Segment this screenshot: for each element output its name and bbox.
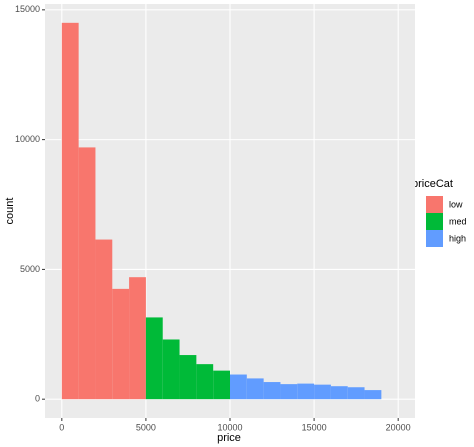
legend-key xyxy=(426,213,443,230)
bar xyxy=(179,355,197,400)
legend-label: med xyxy=(449,216,467,226)
bar xyxy=(230,374,247,400)
bar xyxy=(280,384,298,400)
x-tick-label: 0 xyxy=(59,422,64,432)
bar xyxy=(196,364,214,400)
bar xyxy=(246,378,264,400)
bar xyxy=(314,384,331,400)
bar xyxy=(78,147,96,400)
x-tick-label: 15000 xyxy=(302,422,327,432)
bar xyxy=(61,22,79,400)
x-tick-label: 10000 xyxy=(217,422,242,432)
bar xyxy=(162,339,180,400)
bar xyxy=(347,387,365,400)
bar xyxy=(129,277,146,400)
legend-label: low xyxy=(449,199,463,209)
x-tick-label: 20000 xyxy=(386,422,411,432)
y-tick-label: 15000 xyxy=(15,4,40,14)
bar xyxy=(330,386,348,400)
bar xyxy=(213,370,230,400)
x-axis-title: price xyxy=(217,432,241,444)
y-tick-label: 10000 xyxy=(15,134,40,144)
y-tick-label: 5000 xyxy=(20,264,40,274)
legend-key xyxy=(426,230,443,247)
bar xyxy=(95,239,113,400)
legend-key xyxy=(426,196,443,213)
y-axis-title: count xyxy=(4,198,16,225)
y-tick-label: 0 xyxy=(35,394,40,404)
bar xyxy=(297,383,315,400)
x-tick-label: 5000 xyxy=(136,422,156,432)
legend-label: high xyxy=(449,233,466,243)
bar xyxy=(263,382,281,400)
bar xyxy=(112,288,130,400)
bar xyxy=(145,317,163,400)
legend-title: priceCat xyxy=(412,178,453,190)
bar xyxy=(364,390,382,400)
